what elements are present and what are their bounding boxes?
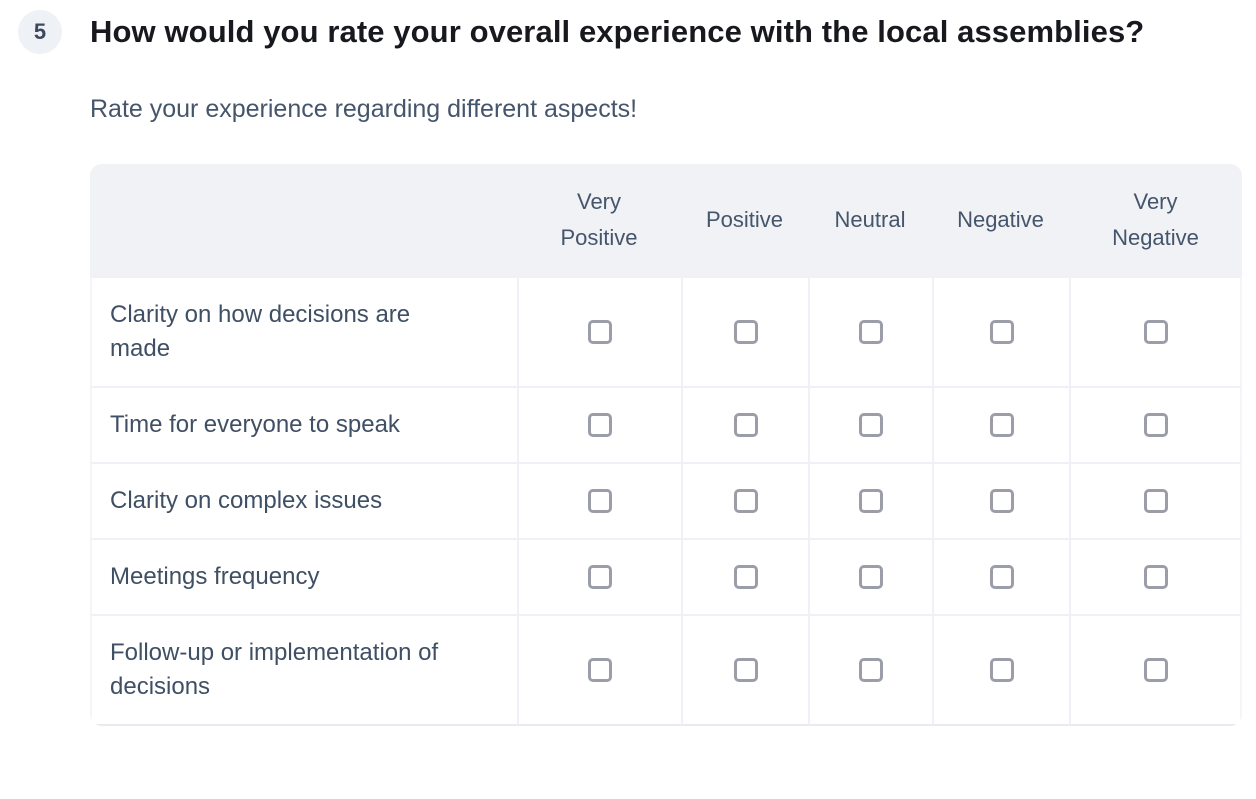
rating-checkbox[interactable] <box>588 413 612 437</box>
matrix-cell <box>681 386 808 462</box>
matrix-cell <box>808 614 932 726</box>
matrix-cell <box>1069 386 1242 462</box>
column-header-very-negative: Very Negative <box>1069 164 1242 276</box>
matrix-cell <box>681 276 808 386</box>
row-label-cell: Follow-up or implementation of decisions <box>90 614 517 726</box>
row-label-cell: Time for everyone to speak <box>90 386 517 462</box>
matrix-cell <box>1069 538 1242 614</box>
matrix-cell <box>681 538 808 614</box>
matrix-row-time-to-speak: Time for everyone to speak <box>90 386 1242 462</box>
question-number: 5 <box>33 19 47 44</box>
matrix-header-row: Very Positive Positive Neutral Negative … <box>90 164 1242 276</box>
matrix-cell <box>808 462 932 538</box>
rating-checkbox[interactable] <box>859 489 883 513</box>
matrix-cell <box>517 614 681 726</box>
column-header-neutral: Neutral <box>808 164 932 276</box>
rating-checkbox[interactable] <box>588 658 612 682</box>
column-header-label: Very Positive <box>560 189 638 250</box>
row-label: Meetings frequency <box>110 563 320 590</box>
row-label: Clarity on complex issues <box>110 487 383 514</box>
matrix-cell <box>808 276 932 386</box>
rating-checkbox[interactable] <box>588 565 612 589</box>
rating-checkbox[interactable] <box>859 320 883 344</box>
matrix-cell <box>932 614 1069 726</box>
row-label-cell: Clarity on complex issues <box>90 462 517 538</box>
matrix-cell <box>517 276 681 386</box>
matrix-cell <box>517 538 681 614</box>
matrix-cell <box>1069 614 1242 726</box>
rating-checkbox[interactable] <box>859 413 883 437</box>
rating-checkbox[interactable] <box>588 489 612 513</box>
question-number-badge: 5 <box>18 10 62 54</box>
matrix-cell <box>932 386 1069 462</box>
column-header-label: Very Negative <box>1112 189 1199 250</box>
matrix-cell <box>1069 462 1242 538</box>
column-header-very-positive: Very Positive <box>517 164 681 276</box>
rating-checkbox[interactable] <box>989 565 1014 589</box>
matrix-cell <box>681 462 808 538</box>
row-label: Clarity on how decisions are made <box>110 301 411 362</box>
question-title: How would you rate your overall experien… <box>90 14 1145 49</box>
rating-matrix: Very Positive Positive Neutral Negative … <box>90 164 1242 726</box>
rating-checkbox[interactable] <box>588 320 612 344</box>
matrix-cell <box>517 386 681 462</box>
matrix-cell <box>1069 276 1242 386</box>
rating-checkbox[interactable] <box>733 565 758 589</box>
matrix-cell <box>932 276 1069 386</box>
rating-checkbox[interactable] <box>733 489 758 513</box>
rating-checkbox[interactable] <box>989 489 1014 513</box>
rating-checkbox[interactable] <box>1143 320 1168 344</box>
matrix-cell <box>517 462 681 538</box>
column-header-negative: Negative <box>932 164 1069 276</box>
question-subtitle: Rate your experience regarding different… <box>90 95 638 123</box>
rating-checkbox[interactable] <box>989 320 1014 344</box>
rating-matrix-table: Very Positive Positive Neutral Negative … <box>90 164 1242 726</box>
matrix-cell <box>932 462 1069 538</box>
rating-checkbox[interactable] <box>859 565 883 589</box>
rating-checkbox[interactable] <box>1143 489 1168 513</box>
column-header-label: Neutral <box>834 207 906 232</box>
rating-checkbox[interactable] <box>1143 565 1168 589</box>
rating-checkbox[interactable] <box>733 658 758 682</box>
rating-checkbox[interactable] <box>1143 658 1168 682</box>
rating-checkbox[interactable] <box>859 658 883 682</box>
rating-checkbox[interactable] <box>989 658 1014 682</box>
rating-checkbox[interactable] <box>989 413 1014 437</box>
matrix-cell <box>808 386 932 462</box>
rating-checkbox[interactable] <box>1143 413 1168 437</box>
matrix-cell <box>681 614 808 726</box>
column-header-label: Positive <box>705 207 784 232</box>
row-label: Time for everyone to speak <box>110 411 400 438</box>
matrix-row-clarity-decisions: Clarity on how decisions are made <box>90 276 1242 386</box>
matrix-corner-cell <box>90 164 517 276</box>
rating-checkbox[interactable] <box>733 320 758 344</box>
matrix-row-follow-up: Follow-up or implementation of decisions <box>90 614 1242 726</box>
rating-checkbox[interactable] <box>733 413 758 437</box>
matrix-row-meetings-frequency: Meetings frequency <box>90 538 1242 614</box>
column-header-positive: Positive <box>681 164 808 276</box>
matrix-row-complex-issues: Clarity on complex issues <box>90 462 1242 538</box>
question-content: How would you rate your overall experien… <box>90 0 1242 726</box>
matrix-cell <box>808 538 932 614</box>
column-header-label: Negative <box>957 207 1044 232</box>
matrix-cell <box>932 538 1069 614</box>
row-label-cell: Meetings frequency <box>90 538 517 614</box>
row-label: Follow-up or implementation of decisions <box>110 639 439 700</box>
row-label-cell: Clarity on how decisions are made <box>90 276 517 386</box>
